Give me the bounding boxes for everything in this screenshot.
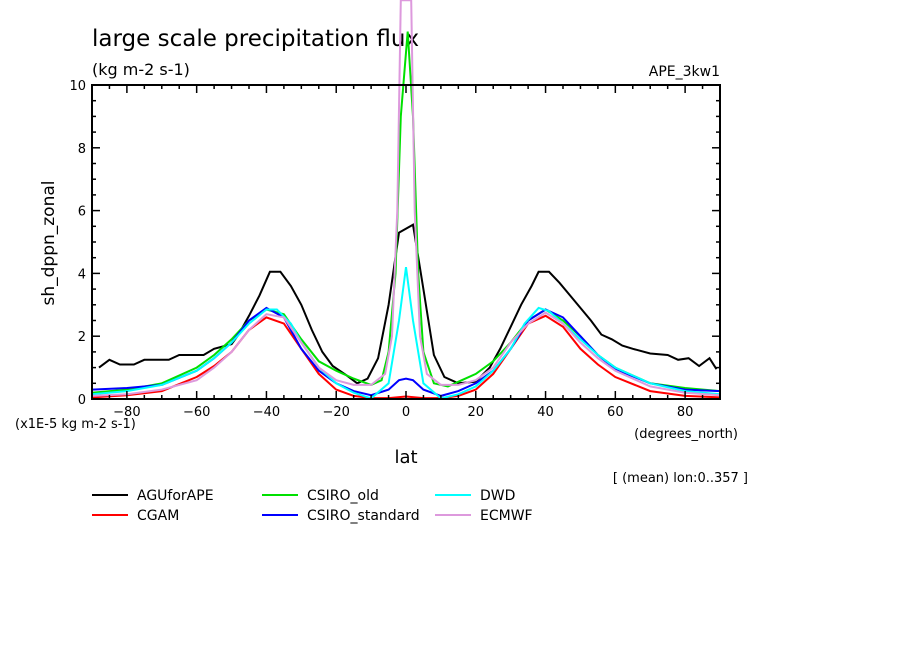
y-units-label: (x1E-5 kg m-2 s-1) [15,417,136,432]
y-tick-label: 4 [78,267,86,282]
chart-title: large scale precipitation flux [92,26,419,52]
x-tick-label: 0 [402,405,410,420]
chart-subtitle: (kg m-2 s-1) [92,60,190,79]
x-tick-label: −80 [113,405,140,420]
legend-label: CGAM [137,508,179,524]
legend-item-CSIRO_standard: CSIRO_standard [262,508,420,524]
legend-item-CSIRO_old: CSIRO_old [262,488,379,504]
x-tick-label: 20 [468,405,485,420]
series-line-AGUforAPE [98,223,718,385]
x-units-label: (degrees_north) [634,427,738,442]
series-line-CGAM [91,314,721,400]
x-tick-label: 80 [677,405,694,420]
legend-item-AGUforAPE: AGUforAPE [92,488,214,504]
legend-item-DWD: DWD [435,488,515,504]
y-tick-label: 2 [78,330,86,345]
axis-ticks: −80 −60 −40 −20 0 20 40 60 80 0 2 4 6 8 10 [69,79,721,420]
series-line-ECMWF [91,0,721,397]
x-axis-label: lat [394,447,417,468]
legend: AGUforAPE CGAM CSIRO_old CSIRO_standard DWD E… [92,488,533,524]
mean-note: [ (mean) lon:0..357 ] [613,471,748,486]
x-tick-label: −40 [253,405,280,420]
legend-item-CGAM: CGAM [92,508,179,524]
y-tick-label: 6 [78,205,86,220]
y-tick-label: 8 [78,142,86,157]
legend-label: CSIRO_standard [307,508,420,524]
x-tick-label: −60 [183,405,210,420]
y-axis-label: sh_dppn_zonal [39,180,59,305]
legend-label: CSIRO_old [307,488,379,504]
series-layer [91,0,721,400]
legend-label: DWD [480,488,515,504]
y-tick-label: 0 [78,393,86,408]
legend-item-ECMWF: ECMWF [435,508,533,524]
y-tick-label: 10 [69,79,86,94]
x-tick-label: 60 [607,405,624,420]
dataset-label: APE_3kw1 [649,64,720,80]
plot-frame [91,84,721,400]
x-tick-label: 40 [537,405,554,420]
legend-label: ECMWF [480,508,533,524]
x-tick-label: −20 [323,405,350,420]
legend-label: AGUforAPE [137,488,214,504]
